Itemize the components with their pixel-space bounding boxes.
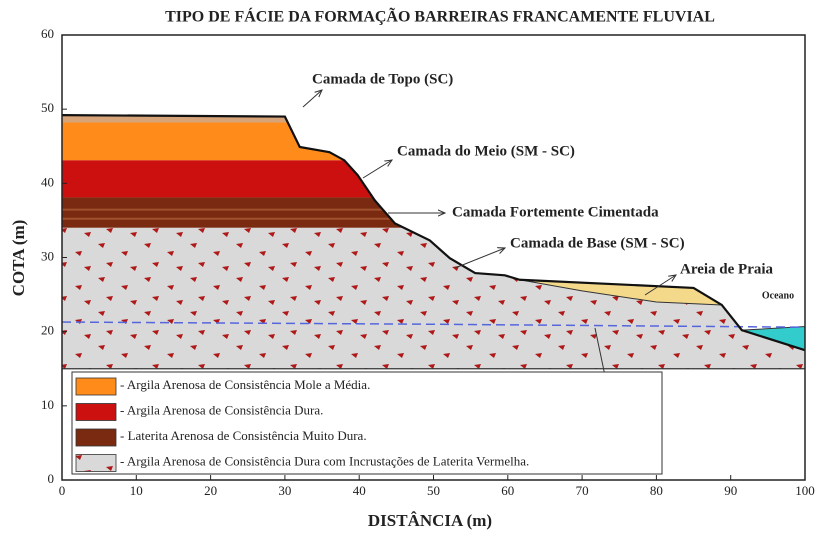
y-tick-label: 50 [41,100,54,115]
y-tick-label: 10 [41,397,54,412]
x-tick-label: 80 [650,483,663,498]
annotation-arrow [303,90,322,107]
legend-swatch [76,404,116,421]
x-tick-label: 70 [576,483,589,498]
x-tick-label: 20 [204,483,217,498]
legend-swatch [76,378,116,395]
y-tick-label: 0 [48,471,55,486]
annotation: Oceano [762,290,794,301]
x-tick-label: 90 [724,483,737,498]
chart: TIPO DE FÁCIE DA FORMAÇÃO BARREIRAS FRAN… [0,0,819,534]
layer [62,160,805,197]
annotation-arrow [363,160,392,178]
annotation: Camada de Topo (SC) [312,71,453,87]
x-axis-label: DISTÂNCIA (m) [368,511,492,530]
x-tick-label: 100 [795,483,815,498]
y-tick-label: 60 [41,26,54,41]
legend-label: - Laterita Arenosa de Consistência Muito… [120,428,367,443]
x-tick-label: 30 [278,483,291,498]
x-tick-label: 40 [353,483,366,498]
y-axis-label: COTA (m) [9,220,28,297]
y-tick-label: 40 [41,174,54,189]
y-tick-label: 20 [41,323,54,338]
y-tick-label: 30 [41,248,54,263]
legend-label: - Argila Arenosa de Consistência Dura co… [120,453,529,468]
chart-title: TIPO DE FÁCIE DA FORMAÇÃO BARREIRAS FRAN… [165,7,715,26]
legend-swatch [76,429,116,446]
x-tick-label: 50 [427,483,440,498]
x-tick-label: 10 [130,483,143,498]
annotation: Camada do Meio (SM - SC) [397,143,575,159]
x-tick-label: 0 [59,483,66,498]
annotation: Camada de Base (SM - SC) [510,235,685,251]
annotation: Camada Fortemente Cimentada [452,204,659,220]
x-tick-label: 60 [501,483,514,498]
legend-label: - Argila Arenosa de Consistência Mole a … [120,377,370,392]
annotation-arrow [455,248,505,268]
legend-swatch [76,455,116,472]
annotation: Areia de Praia [680,261,774,277]
legend-label: - Argila Arenosa de Consistência Dura. [120,402,323,417]
